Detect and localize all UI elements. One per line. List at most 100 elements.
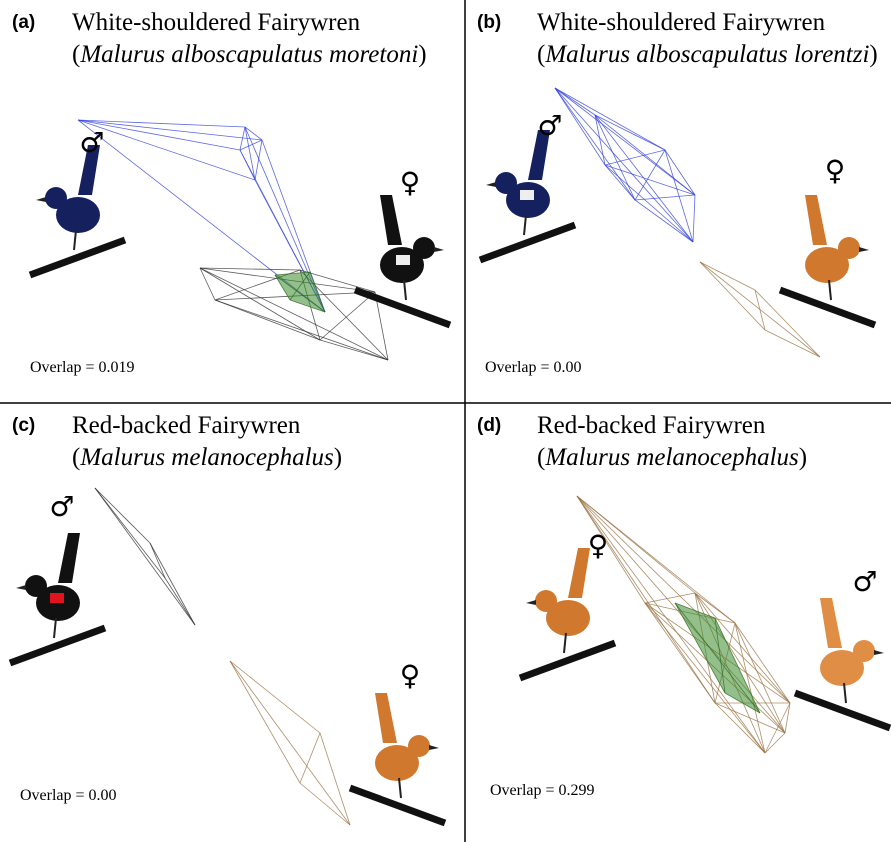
hull-edge — [300, 783, 350, 825]
hull-edge — [595, 115, 635, 200]
species-name: (Malurus melanocephalus) — [537, 444, 807, 471]
perch — [355, 290, 450, 325]
hull — [230, 661, 350, 825]
head — [413, 237, 435, 259]
hull-edge — [95, 488, 165, 578]
panel: (a) White-shouldered Fairywren (Malurus al… — [12, 9, 450, 376]
hull-edge — [555, 88, 693, 242]
paren: ( — [537, 444, 545, 471]
figure: (a)White-shouldered Fairywren(Malurus al… — [0, 0, 891, 842]
overlap-value: Overlap = 0.019 — [30, 359, 135, 376]
beak — [874, 650, 884, 655]
bird-illustration — [780, 195, 875, 325]
male-symbol: ♂ — [537, 109, 562, 142]
female-symbol: ♀ — [588, 529, 609, 562]
leg — [74, 230, 76, 250]
paren: ) — [869, 41, 877, 68]
bird-illustration — [350, 693, 445, 823]
hull-edge — [693, 195, 695, 242]
hull-edge — [765, 703, 790, 753]
tail — [805, 195, 827, 245]
beak — [36, 197, 46, 202]
male-symbol: ♂ — [852, 565, 877, 598]
species-name: (Malurus alboscapulatus lorentzi) — [537, 41, 878, 68]
paren: ( — [537, 41, 545, 68]
perch — [350, 788, 445, 823]
bird-illustration — [30, 145, 125, 275]
hull-edge — [165, 578, 195, 625]
leg — [54, 618, 56, 638]
leg — [404, 280, 406, 300]
hull-edge — [255, 140, 262, 180]
beak — [486, 182, 496, 187]
head — [535, 590, 557, 612]
head — [408, 735, 430, 757]
bird-illustration — [355, 195, 450, 325]
hull-edge — [755, 290, 765, 330]
hull-edge — [700, 262, 765, 330]
bird-illustration — [10, 533, 105, 663]
beak — [526, 600, 536, 605]
perch — [10, 628, 105, 663]
hull-edge — [240, 127, 245, 150]
hull — [555, 88, 695, 242]
paren: ) — [334, 444, 342, 471]
male-symbol: ♂ — [79, 126, 104, 159]
hull-edge — [555, 88, 635, 200]
binomial: Malurus melanocephalus — [79, 444, 333, 471]
hull-edge — [765, 330, 820, 357]
head — [838, 237, 860, 259]
head — [495, 172, 517, 194]
hull-edge — [245, 127, 255, 180]
leg — [524, 215, 526, 235]
paren: ) — [418, 41, 426, 68]
beak — [859, 247, 869, 252]
hull — [275, 272, 325, 312]
female-symbol: ♀ — [825, 154, 846, 187]
hull — [700, 262, 820, 357]
leg — [399, 778, 401, 798]
paren: ( — [72, 444, 80, 471]
tail — [568, 548, 590, 598]
paren: ) — [799, 444, 807, 471]
hull-edge — [665, 150, 695, 195]
perch — [795, 693, 890, 728]
hull — [577, 496, 790, 753]
hull-edge — [150, 543, 165, 578]
overlap-value: Overlap = 0.299 — [490, 782, 595, 799]
beak — [16, 585, 26, 590]
perch — [30, 240, 125, 275]
panel-title: Red-backed Fairywren — [537, 412, 766, 439]
panel-label: (b) — [477, 12, 501, 33]
hull-edge — [95, 488, 150, 543]
bird-illustration — [520, 548, 615, 678]
hull-edge — [95, 488, 195, 625]
hull — [95, 488, 195, 625]
panel-title: White-shouldered Fairywren — [72, 9, 361, 36]
hull-edge — [300, 733, 320, 783]
hull-edge — [230, 661, 350, 825]
female-symbol: ♀ — [400, 659, 421, 692]
panel-label: (d) — [477, 415, 501, 436]
paren: ( — [72, 41, 80, 68]
hull-edge — [555, 88, 665, 150]
perch — [780, 290, 875, 325]
panel: (d) Red-backed Fairywren (Malurus melanoce… — [477, 412, 890, 799]
female-symbol: ♀ — [400, 166, 421, 199]
hull-edge — [150, 543, 195, 625]
panel-title: White-shouldered Fairywren — [537, 9, 826, 36]
tail — [380, 195, 402, 245]
species-name: (Malurus alboscapulatus moretoni) — [72, 41, 427, 68]
tail — [375, 693, 397, 743]
beak — [429, 745, 439, 750]
beak — [434, 247, 444, 252]
wing-patch — [520, 190, 534, 200]
overlap-value: Overlap = 0.00 — [485, 359, 582, 376]
panel-label: (c) — [12, 415, 35, 436]
leg — [844, 683, 846, 703]
hull-edge — [577, 496, 715, 703]
panel-label: (a) — [12, 12, 35, 33]
hull-edge — [700, 262, 755, 290]
binomial: Malurus alboscapulatus lorentzi — [544, 41, 869, 68]
panel: (b) White-shouldered Fairywren (Malurus al… — [477, 9, 878, 376]
